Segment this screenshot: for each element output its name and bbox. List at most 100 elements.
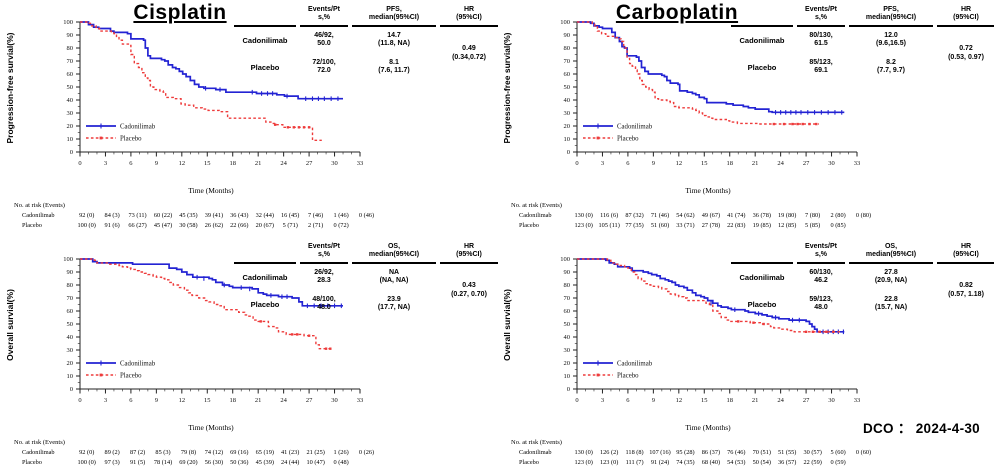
stats-header-spacer [234, 260, 296, 264]
at-risk-title: No. at risk (Events) [511, 439, 562, 446]
at-risk-row: Placebo 100 (0) 97 (3) 91 (5) 78 (14) 69 (20)… [14, 457, 495, 467]
svg-text:18: 18 [229, 160, 236, 167]
svg-text:80: 80 [564, 45, 571, 52]
dco-label: DCO ： 2024-4-30 [862, 421, 980, 436]
svg-text:9: 9 [652, 160, 655, 167]
svg-text:10: 10 [564, 136, 571, 143]
svg-text:3: 3 [601, 160, 604, 167]
at-risk-value: 0 (46) [358, 211, 375, 219]
svg-text:0: 0 [575, 160, 578, 167]
svg-text:15: 15 [701, 160, 708, 167]
at-risk-value: 91 (5) [129, 458, 146, 466]
svg-text:20: 20 [67, 123, 74, 130]
at-risk-value: 95 (28) [676, 448, 695, 456]
at-risk-value: 0 (85) [830, 221, 846, 229]
stats-hr-value: 0.49 (0.34,0.72) [452, 45, 486, 61]
x-axis-label: Time (Months) [685, 186, 731, 195]
stats-header-events: Events/Pt s,% [797, 6, 845, 27]
stats-median-value: 8.1 (7.6, 11.7) [378, 58, 410, 75]
at-risk-table: No. at risk (Events) Cadonilimab 92 (0) 84… [14, 202, 495, 230]
svg-text:0: 0 [78, 397, 81, 404]
km-plot-cisplatin-pfs: 0 10 20 30 40 50 60 70 80 90 100 0 3 6 9 12 15 18 21 24 27 30… [63, 19, 363, 167]
stats-median-value: NA (NA, NA) [379, 268, 409, 285]
svg-text:3: 3 [104, 160, 107, 167]
at-risk-value: 36 (43) [230, 211, 249, 219]
stats-row-label: Placebo [747, 62, 777, 72]
svg-text:Cadonilimab: Cadonilimab [617, 123, 653, 130]
stats-median-value: 23.9 (17.7, NA) [377, 295, 411, 312]
at-risk-row: Cadonilimab 92 (0) 89 (2) 87 (2) 85 (3) 79 (8… [14, 447, 495, 457]
svg-text:90: 90 [67, 32, 74, 39]
at-risk-row: Placebo 123 (0) 105 (11) 77 (35) 51 (60) 33 (… [511, 220, 992, 230]
stats-median-value: 14.7 (11.8, NA) [378, 31, 410, 48]
at-risk-value: 49 (67) [701, 211, 721, 219]
svg-text:40: 40 [67, 97, 74, 104]
at-risk-value: 0 (59) [830, 458, 846, 466]
at-risk-value: 92 (0) [79, 448, 95, 456]
at-risk-value: 71 (46) [650, 211, 670, 219]
at-risk-value: 66 (27) [128, 221, 147, 229]
stats-header-events: Events/Pt s,% [797, 243, 845, 264]
svg-text:21: 21 [752, 397, 759, 404]
stats-events-value: 46/92, 50.0 [314, 31, 334, 48]
stats-median-value: 12.0 (9.6,16.5) [876, 31, 906, 48]
at-risk-row-label: Placebo [519, 221, 539, 229]
y-axis-label: Progression-free survial(%) [5, 32, 15, 144]
svg-text:50: 50 [67, 84, 74, 91]
svg-text:9: 9 [652, 397, 655, 404]
x-axis-label: Time (Months) [188, 423, 234, 432]
stats-header-events: Events/Pt s,% [300, 243, 348, 264]
stats-hr-value: 0.43 (0.27, 0.70) [451, 282, 487, 298]
at-risk-row-label: Placebo [519, 458, 539, 466]
svg-text:Cadonilimab: Cadonilimab [617, 360, 653, 367]
svg-text:0: 0 [70, 386, 73, 393]
at-risk-row-label: Cadonilimab [519, 448, 552, 456]
at-risk-value: 2 (71) [308, 221, 324, 229]
svg-text:33: 33 [357, 397, 364, 404]
at-risk-value: 50 (54) [752, 458, 771, 466]
at-risk-value: 10 (47) [306, 458, 325, 466]
stats-events-value: 85/123, 69.1 [809, 58, 833, 75]
svg-text:33: 33 [854, 397, 861, 404]
svg-text:30: 30 [67, 110, 74, 117]
at-risk-value: 12 (85) [778, 221, 797, 229]
svg-text:100: 100 [560, 256, 570, 263]
x-axis-label: Time (Months) [188, 186, 234, 195]
at-risk-value: 87 (32) [625, 211, 644, 219]
at-risk-value: 126 (2) [599, 448, 619, 456]
at-risk-value: 0 (48) [333, 458, 349, 466]
at-risk-value: 73 (11) [128, 211, 147, 219]
at-risk-value: 32 (44) [255, 211, 274, 219]
stats-header-median: OS, median(95%CI) [849, 243, 933, 264]
at-risk-value: 68 (40) [701, 458, 721, 466]
svg-text:6: 6 [626, 397, 630, 404]
at-risk-row-label: Cadonilimab [519, 211, 552, 219]
at-risk-value: 123 (0) [599, 458, 619, 466]
at-risk-rows: Cadonilimab 92 (0) 89 (2) 87 (2) 85 (3) 79 (8… [14, 447, 495, 467]
at-risk-value: 50 (36) [230, 458, 249, 466]
at-risk-row: Cadonilimab 130 (0) 116 (6) 87 (32) 71 (46) 5… [511, 210, 992, 220]
at-risk-value: 19 (85) [752, 221, 771, 229]
at-risk-value: 97 (3) [104, 458, 120, 466]
at-risk-value: 22 (59) [803, 458, 822, 466]
svg-text:6: 6 [129, 397, 133, 404]
at-risk-value: 79 (8) [180, 448, 197, 456]
svg-text:50: 50 [564, 321, 571, 328]
stats-header-events: Events/Pt s,% [300, 6, 348, 27]
at-risk-value: 1 (26) [333, 448, 349, 456]
at-risk-row: Placebo 100 (0) 91 (6) 66 (27) 45 (47) 30 (58… [14, 220, 495, 230]
at-risk-table: No. at risk (Events) Cadonilimab 92 (0) 89… [14, 439, 495, 467]
at-risk-value: 116 (6) [600, 211, 619, 219]
svg-text:40: 40 [67, 334, 74, 341]
at-risk-value: 22 (83) [727, 221, 746, 229]
at-risk-value: 84 (3) [104, 211, 120, 219]
stats-hr-value: 0.82 (0.57, 1.18) [948, 282, 984, 298]
at-risk-row-label: Cadonilimab [22, 448, 55, 456]
at-risk-row-label: Cadonilimab [22, 211, 55, 219]
stats-events-value: 59/123, 48.0 [809, 295, 833, 312]
at-risk-value: 30 (57) [803, 448, 822, 456]
at-risk-table: No. at risk (Events) Cadonilimab 130 (0) 1… [511, 439, 992, 467]
panel-cisplatin-os: Overall survial(%) 0 10 20 30 40 50 60 70 80 90 10… [0, 237, 498, 474]
stats-events-value: 48/100, 48.0 [312, 295, 336, 312]
